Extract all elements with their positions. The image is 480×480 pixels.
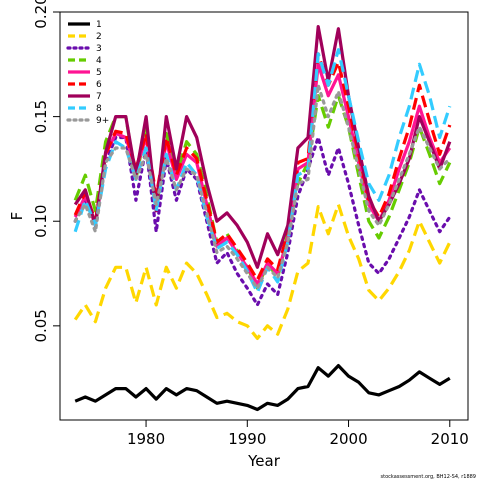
legend-label: 7	[96, 92, 102, 102]
series-line-1	[74, 364, 451, 412]
series-layer	[73, 25, 452, 412]
legend-label: 6	[96, 80, 102, 90]
legend-label: 4	[96, 56, 102, 66]
y-axis: 0.05 0.10 0.15 0.20	[32, 0, 60, 343]
x-tick-label: 2010	[431, 430, 469, 448]
y-tick-label: 0.05	[32, 309, 50, 342]
series-line-9plus	[73, 83, 452, 290]
series-line-2	[73, 202, 452, 340]
x-axis: 1980 1990 2000 2010	[127, 420, 469, 448]
y-tick-label: 0.10	[32, 205, 50, 238]
legend-label: 9+	[96, 116, 109, 126]
series-line-3	[73, 135, 452, 307]
plot-frame	[59, 11, 469, 421]
x-tick-label: 2000	[329, 430, 367, 448]
y-tick-label: 0.20	[32, 0, 50, 29]
x-tick-label: 1990	[228, 430, 266, 448]
y-tick-label: 0.15	[32, 100, 50, 133]
footer-credit: stockassessment.org, BH12-S4, r1889	[381, 474, 476, 480]
legend: 1 2 3 4 5 6 7 8 9+	[66, 20, 109, 126]
legend-label: 8	[96, 104, 102, 114]
legend-label: 5	[96, 68, 102, 78]
legend-label: 2	[96, 32, 102, 42]
legend-label: 3	[96, 44, 102, 54]
y-axis-title: F	[8, 212, 26, 221]
series-line-7	[73, 25, 452, 269]
legend-label: 1	[96, 20, 102, 30]
x-tick-label: 1980	[127, 430, 165, 448]
x-axis-title: Year	[247, 452, 281, 470]
